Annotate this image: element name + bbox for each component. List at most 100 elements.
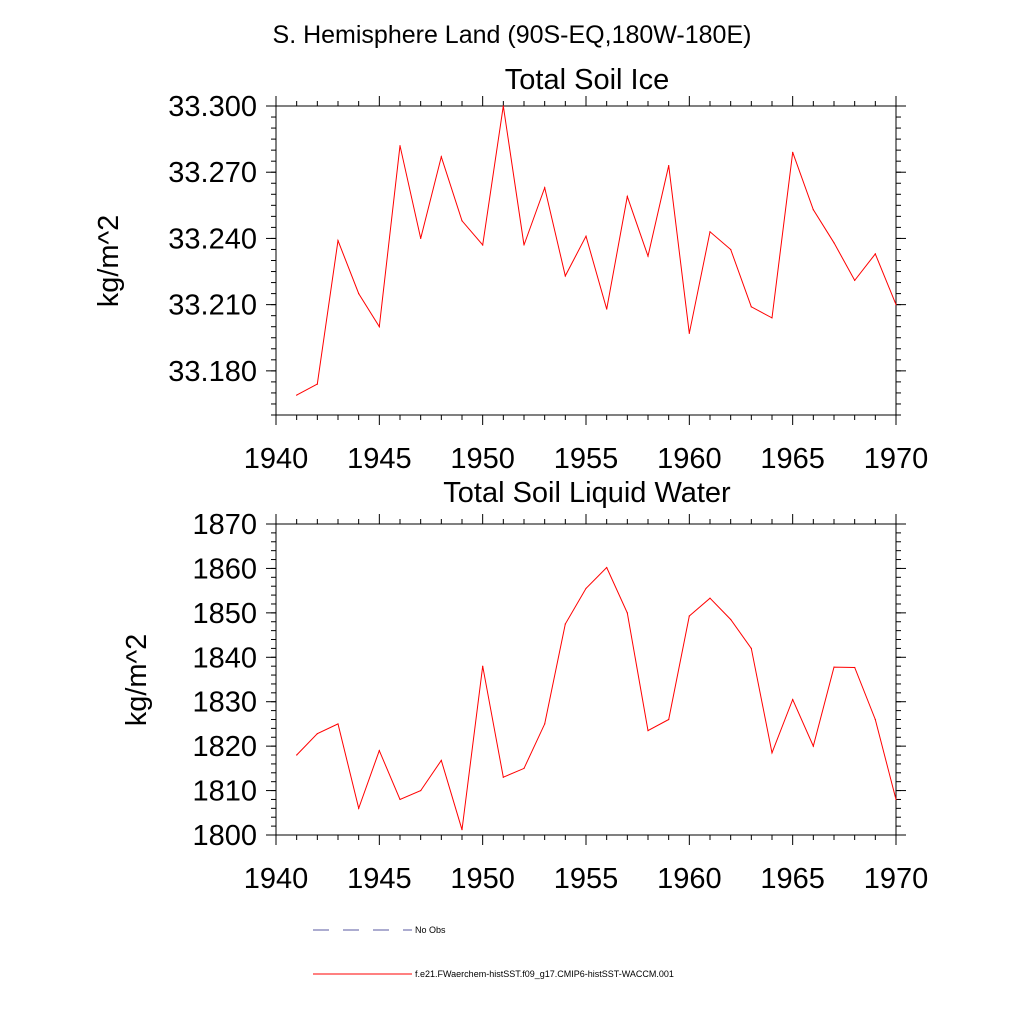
legend-label-model: f.e21.FWaerchem-histSST.f09_g17.CMIP6-hi… xyxy=(415,969,674,979)
y-tick-label: 1810 xyxy=(192,776,257,808)
x-tick-label: 1940 xyxy=(244,863,309,895)
data-point xyxy=(440,759,442,761)
data-point xyxy=(895,798,897,801)
x-tick-label: 1965 xyxy=(760,863,825,895)
data-point xyxy=(316,733,318,735)
data-point xyxy=(730,248,732,251)
data-point xyxy=(688,615,690,617)
data-point xyxy=(626,612,628,614)
legend-label-no-obs: No Obs xyxy=(415,925,446,935)
data-point xyxy=(606,308,608,310)
data-point xyxy=(750,306,752,308)
data-point xyxy=(378,326,380,328)
x-tick-label: 1940 xyxy=(244,443,309,475)
data-point xyxy=(792,151,794,153)
data-point xyxy=(420,237,422,240)
y-tick-label: 33.240 xyxy=(168,223,257,255)
panel-total-soil-ice: Total Soil Ice kg/m^2 1940 1945 1950 1955 19… xyxy=(93,64,928,475)
plot-frame xyxy=(275,105,897,416)
data-point xyxy=(544,723,546,725)
data-point xyxy=(378,749,380,752)
data-point xyxy=(771,317,773,319)
data-point xyxy=(833,666,835,668)
data-point xyxy=(833,242,835,244)
data-point xyxy=(523,244,525,246)
data-point xyxy=(337,240,339,242)
y-tick-label: 1850 xyxy=(192,598,257,630)
y-tick-label: 33.270 xyxy=(168,157,257,189)
data-point xyxy=(854,279,856,281)
data-point xyxy=(399,798,401,801)
x-tick-label: 1970 xyxy=(864,863,929,895)
x-tick-label: 1955 xyxy=(554,443,619,475)
data-point xyxy=(812,745,814,747)
panel-title: Total Soil Ice xyxy=(505,64,669,96)
y-axis-label: kg/m^2 xyxy=(93,215,125,308)
x-tick-label: 1960 xyxy=(657,863,722,895)
data-point xyxy=(895,304,897,306)
data-point xyxy=(626,195,628,198)
data-point xyxy=(668,718,670,721)
x-tick-label: 1965 xyxy=(760,443,825,475)
y-tick-label: 33.210 xyxy=(168,290,257,322)
data-point xyxy=(647,255,649,257)
panel-title: Total Soil Liquid Water xyxy=(443,477,731,509)
data-point xyxy=(792,698,794,701)
data-point xyxy=(461,829,463,831)
data-point xyxy=(771,752,773,754)
data-point xyxy=(564,275,566,277)
data-point xyxy=(482,244,484,246)
data-point xyxy=(482,665,484,667)
data-point xyxy=(709,597,711,599)
x-tick-label: 1950 xyxy=(450,863,515,895)
data-point xyxy=(854,666,856,669)
data-point xyxy=(461,220,463,222)
data-point xyxy=(440,156,442,158)
y-tick-label: 1840 xyxy=(192,642,257,674)
y-axis-label: kg/m^2 xyxy=(121,634,153,727)
x-tick-label: 1950 xyxy=(450,443,515,475)
data-point xyxy=(316,383,318,385)
plot-frame xyxy=(275,523,897,836)
panel-total-soil-liquid-water: Total Soil Liquid Water kg/m^2 1940 1945 1… xyxy=(121,477,928,895)
y-tick-label: 1870 xyxy=(192,509,257,541)
x-tick-label: 1945 xyxy=(347,863,412,895)
figure-title: S. Hemisphere Land (90S-EQ,180W-180E) xyxy=(273,21,752,49)
series-line xyxy=(296,566,897,830)
data-point xyxy=(750,647,752,650)
data-point xyxy=(502,105,504,107)
data-point xyxy=(874,253,876,255)
x-tick-label: 1955 xyxy=(554,863,619,895)
series-line xyxy=(296,105,897,396)
data-point xyxy=(296,394,298,396)
y-tick-label: 1860 xyxy=(192,553,257,585)
data-point xyxy=(585,235,587,237)
data-point xyxy=(709,231,711,233)
data-point xyxy=(296,754,298,756)
y-tick-label: 1820 xyxy=(192,731,257,763)
y-tick-label: 1830 xyxy=(192,687,257,719)
data-point xyxy=(502,776,504,778)
data-point xyxy=(647,729,649,732)
data-point xyxy=(358,807,360,809)
x-tick-label: 1960 xyxy=(657,443,722,475)
data-point xyxy=(544,187,546,189)
data-point xyxy=(399,145,401,147)
data-point xyxy=(337,723,339,725)
data-point xyxy=(812,209,814,211)
data-point xyxy=(606,566,608,569)
data-point xyxy=(688,332,690,334)
x-tick-label: 1970 xyxy=(864,443,929,475)
y-tick-label: 33.300 xyxy=(168,91,257,123)
y-tick-label: 1800 xyxy=(192,820,257,852)
data-point xyxy=(523,767,525,769)
legend: No Obs f.e21.FWaerchem-histSST.f09_g17.C… xyxy=(313,925,674,979)
data-point xyxy=(585,587,587,590)
data-point xyxy=(730,618,732,621)
x-tick-label: 1945 xyxy=(347,443,412,475)
data-point xyxy=(668,164,670,167)
data-point xyxy=(420,789,422,792)
data-point xyxy=(358,293,360,295)
data-point xyxy=(874,718,876,721)
